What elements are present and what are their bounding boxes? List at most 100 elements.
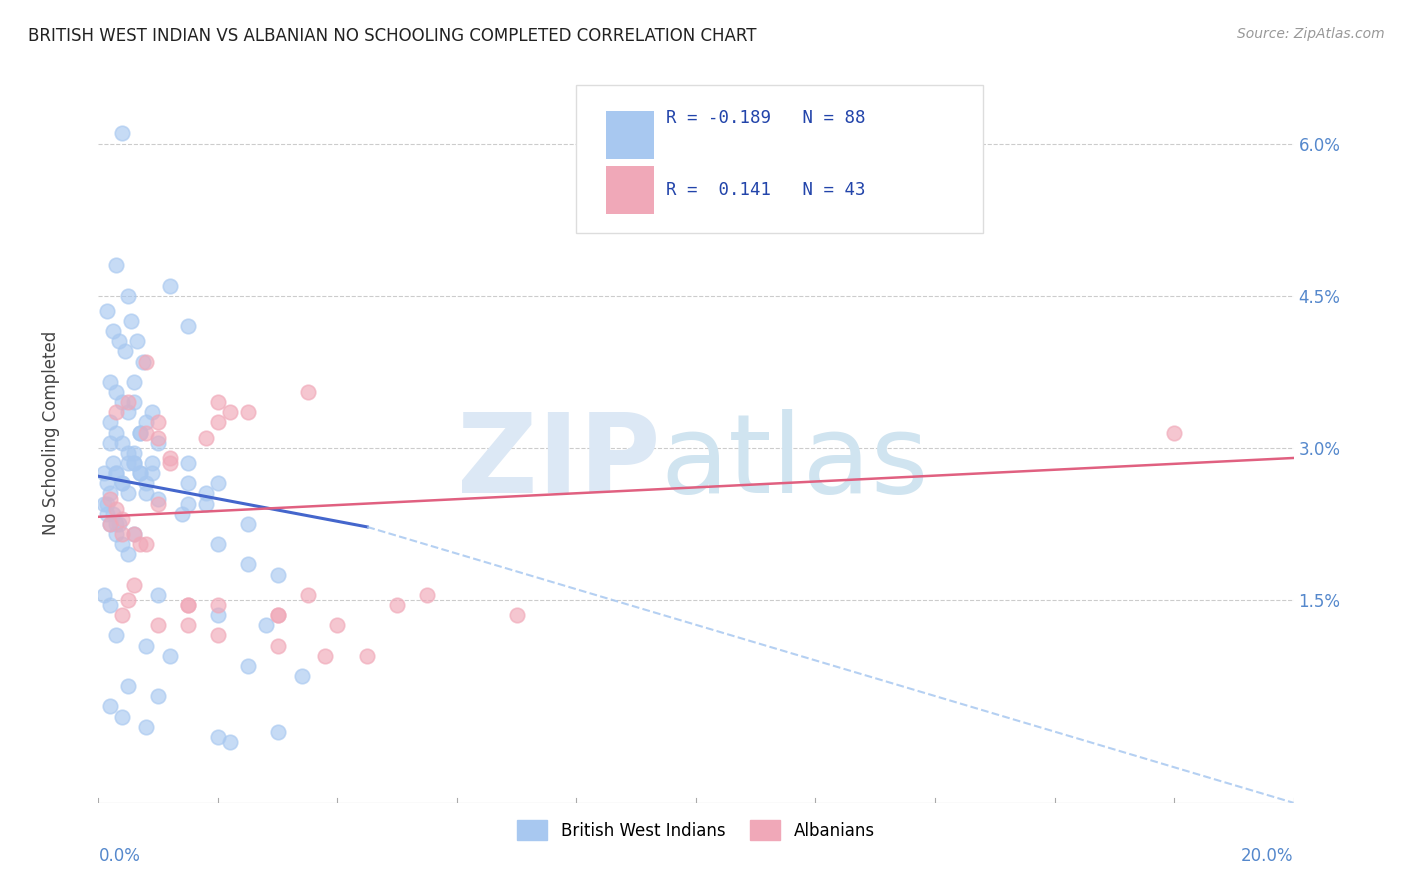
Point bbox=[177, 598, 200, 612]
Point bbox=[148, 497, 170, 511]
Point bbox=[207, 476, 229, 491]
Point bbox=[124, 395, 146, 409]
Point bbox=[177, 456, 200, 470]
Point bbox=[98, 416, 122, 430]
Point bbox=[129, 537, 152, 551]
Point bbox=[124, 446, 146, 460]
Point bbox=[108, 516, 131, 531]
Point bbox=[207, 628, 229, 642]
Text: 0.0%: 0.0% bbox=[98, 847, 141, 865]
Point bbox=[135, 639, 157, 653]
Point bbox=[159, 278, 181, 293]
Point bbox=[207, 608, 229, 623]
Point bbox=[267, 608, 290, 623]
Text: R =  0.141   N = 43: R = 0.141 N = 43 bbox=[666, 181, 866, 199]
Point bbox=[117, 679, 139, 693]
Point bbox=[135, 425, 157, 440]
Point bbox=[219, 405, 242, 419]
Point bbox=[195, 431, 218, 445]
Point bbox=[236, 659, 259, 673]
Point bbox=[98, 516, 122, 531]
Point bbox=[124, 456, 146, 470]
Bar bbox=[606, 111, 654, 159]
Point bbox=[254, 618, 277, 632]
Point bbox=[297, 385, 319, 400]
Point bbox=[114, 344, 136, 359]
Point bbox=[385, 598, 409, 612]
Point bbox=[127, 334, 149, 349]
Point bbox=[129, 425, 152, 440]
Point bbox=[117, 289, 139, 303]
Point bbox=[111, 512, 134, 526]
Point bbox=[416, 588, 439, 602]
Point bbox=[159, 450, 181, 465]
Point bbox=[207, 730, 229, 744]
Point bbox=[207, 395, 229, 409]
Point bbox=[148, 435, 170, 450]
Point bbox=[117, 593, 139, 607]
Point bbox=[117, 486, 139, 500]
Point bbox=[129, 425, 152, 440]
Point bbox=[172, 507, 194, 521]
Point bbox=[111, 395, 134, 409]
Point bbox=[111, 476, 134, 491]
Point bbox=[148, 588, 170, 602]
Point bbox=[141, 405, 163, 419]
Text: No Schooling Completed: No Schooling Completed bbox=[42, 331, 59, 534]
Point bbox=[96, 476, 118, 491]
Text: atlas: atlas bbox=[661, 409, 928, 516]
Text: ZIP: ZIP bbox=[457, 409, 661, 516]
Point bbox=[148, 431, 170, 445]
Point bbox=[297, 588, 319, 602]
Point bbox=[326, 618, 349, 632]
Point bbox=[111, 476, 134, 491]
Point bbox=[105, 385, 128, 400]
Point bbox=[177, 598, 200, 612]
Point bbox=[356, 648, 378, 663]
Text: 20.0%: 20.0% bbox=[1241, 847, 1294, 865]
Point bbox=[135, 476, 157, 491]
Point bbox=[103, 456, 125, 470]
Point bbox=[105, 501, 128, 516]
Point bbox=[111, 127, 134, 141]
Point bbox=[98, 486, 122, 500]
Point bbox=[111, 435, 134, 450]
Point bbox=[111, 527, 134, 541]
Point bbox=[177, 618, 200, 632]
Point bbox=[177, 476, 200, 491]
Point bbox=[93, 497, 115, 511]
Point bbox=[105, 425, 128, 440]
Point bbox=[135, 720, 157, 734]
Point bbox=[141, 456, 163, 470]
Point bbox=[135, 486, 157, 500]
Point bbox=[177, 319, 200, 334]
Point bbox=[105, 628, 128, 642]
Point bbox=[135, 416, 157, 430]
Point bbox=[108, 334, 131, 349]
Point bbox=[117, 395, 139, 409]
Point bbox=[103, 324, 125, 338]
Point bbox=[267, 608, 290, 623]
Point bbox=[315, 648, 337, 663]
Point bbox=[267, 724, 290, 739]
Point bbox=[93, 466, 115, 480]
Bar bbox=[606, 166, 654, 214]
Point bbox=[93, 588, 115, 602]
Point bbox=[111, 709, 134, 723]
Point bbox=[148, 491, 170, 506]
Point bbox=[98, 516, 122, 531]
Point bbox=[129, 466, 152, 480]
FancyBboxPatch shape bbox=[576, 85, 983, 233]
Point bbox=[132, 354, 155, 368]
Point bbox=[124, 578, 146, 592]
Point bbox=[117, 405, 139, 419]
Point bbox=[124, 527, 146, 541]
Point bbox=[98, 375, 122, 389]
Point bbox=[111, 608, 134, 623]
Point bbox=[195, 497, 218, 511]
Point bbox=[267, 639, 290, 653]
Point bbox=[236, 558, 259, 572]
Point bbox=[219, 735, 242, 749]
Point bbox=[159, 648, 181, 663]
Point bbox=[98, 598, 122, 612]
